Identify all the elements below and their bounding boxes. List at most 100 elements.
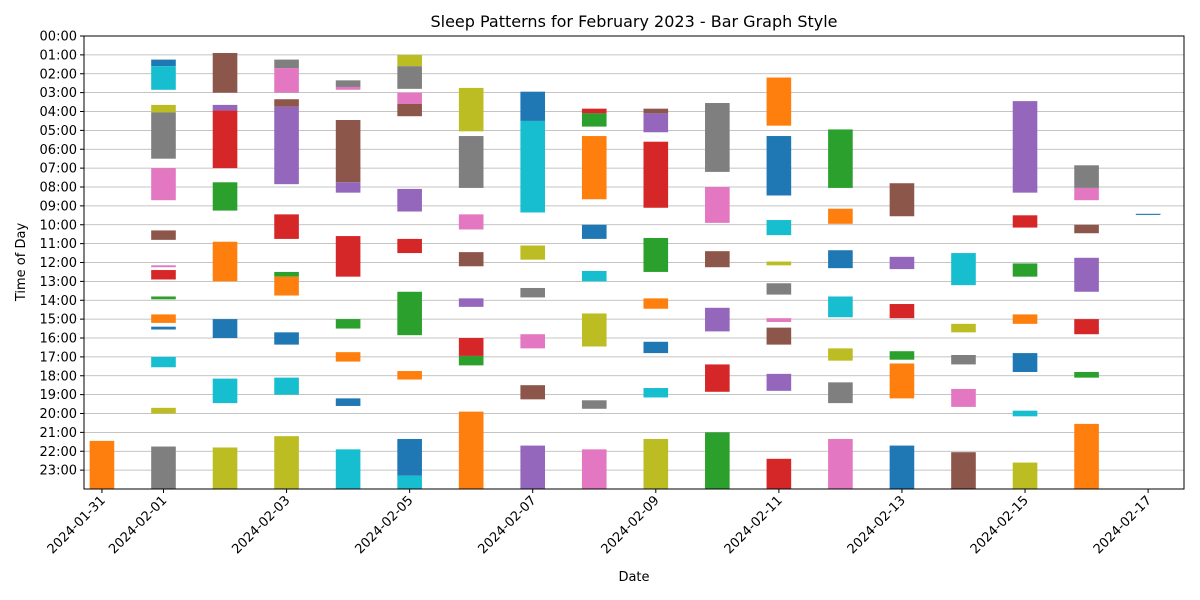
y-tick-label: 04:00 xyxy=(40,105,77,120)
y-tick-label: 23:00 xyxy=(40,464,77,479)
sleep-bar xyxy=(151,104,176,113)
sleep-bar xyxy=(458,298,484,307)
sleep-bar xyxy=(828,250,853,269)
sleep-bar xyxy=(520,385,546,400)
sleep-bar xyxy=(1012,263,1038,277)
sleep-bar xyxy=(151,168,176,201)
sleep-bar xyxy=(889,304,915,319)
x-tick-label: 2024-02-13 xyxy=(845,493,909,557)
sleep-bar xyxy=(458,252,484,267)
sleep-bar xyxy=(1012,215,1038,228)
y-tick-label: 17:00 xyxy=(40,350,77,365)
y-tick-label: 15:00 xyxy=(40,313,77,328)
y-axis: 00:00 01:00 02:00 03:00 04:00 05:00 06:00 07:00… xyxy=(40,30,84,479)
sleep-bar xyxy=(397,291,422,336)
sleep-bar xyxy=(520,445,546,489)
grid-lines xyxy=(84,35,1184,471)
sleep-bar xyxy=(951,354,976,365)
sleep-bar xyxy=(274,271,299,277)
sleep-bar xyxy=(274,99,299,107)
sleep-bar xyxy=(335,449,361,489)
sleep-bar xyxy=(151,356,176,368)
sleep-bar xyxy=(766,261,792,266)
sleep-bar xyxy=(151,296,176,300)
sleep-bar xyxy=(1074,187,1099,201)
sleep-bar xyxy=(766,327,792,345)
x-tick-label: 2024-02-09 xyxy=(599,493,663,557)
sleep-bar xyxy=(705,307,730,332)
x-axis-label: Date xyxy=(618,570,649,585)
sleep-bar xyxy=(274,59,299,69)
y-tick-label: 14:00 xyxy=(40,294,77,309)
sleep-bar xyxy=(1074,319,1099,335)
sleep-bar xyxy=(151,265,176,268)
sleep-bar xyxy=(1074,371,1099,378)
sleep-bar xyxy=(581,113,607,127)
x-tick-label: 2024-02-03 xyxy=(229,493,293,557)
sleep-bar xyxy=(335,398,361,406)
x-tick-label: 2024-02-15 xyxy=(968,493,1032,557)
sleep-bar xyxy=(581,224,607,239)
sleep-bar xyxy=(274,106,299,185)
y-tick-label: 01:00 xyxy=(40,48,77,63)
sleep-bar xyxy=(828,438,853,489)
sleep-bar xyxy=(828,296,853,318)
sleep-bar xyxy=(889,363,915,399)
sleep-bar xyxy=(951,323,976,333)
sleep-bar xyxy=(828,129,853,188)
sleep-bar xyxy=(212,52,238,93)
sleep-bar xyxy=(458,355,484,366)
sleep-bar xyxy=(1012,462,1038,489)
y-tick-label: 10:00 xyxy=(40,218,77,233)
x-tick-label: 2024-02-05 xyxy=(352,493,416,557)
sleep-bar xyxy=(397,103,422,117)
sleep-bar xyxy=(766,283,792,295)
sleep-bar xyxy=(212,182,238,211)
sleep-bar xyxy=(643,113,669,133)
x-tick-label: 2024-02-17 xyxy=(1091,493,1155,557)
sleep-bar xyxy=(151,326,176,330)
sleep-bar xyxy=(212,378,238,404)
sleep-bar xyxy=(889,351,915,360)
sleep-bar xyxy=(643,108,669,114)
sleep-bar xyxy=(951,452,976,489)
sleep-bar xyxy=(581,400,607,409)
sleep-bar xyxy=(643,388,669,398)
sleep-bar xyxy=(335,86,361,90)
sleep-bar xyxy=(766,220,792,236)
sleep-bar xyxy=(705,187,730,223)
sleep-bar xyxy=(458,411,484,489)
y-tick-label: 20:00 xyxy=(40,407,77,422)
y-tick-label: 02:00 xyxy=(40,67,77,82)
sleep-bar xyxy=(335,352,361,362)
sleep-bar xyxy=(212,110,238,169)
sleep-bar xyxy=(1135,213,1161,215)
x-tick-label: 2024-01-31 xyxy=(45,493,109,557)
y-tick-label: 07:00 xyxy=(40,162,77,177)
sleep-bar xyxy=(951,253,976,286)
sleep-bar xyxy=(397,371,422,380)
y-tick-label: 22:00 xyxy=(40,445,77,460)
sleep-bar xyxy=(581,270,607,282)
bars xyxy=(89,52,1161,489)
sleep-bar xyxy=(397,438,422,476)
sleep-bar xyxy=(212,319,238,338)
sleep-bar xyxy=(889,445,915,489)
sleep-bar xyxy=(520,287,546,298)
y-tick-label: 12:00 xyxy=(40,256,77,271)
sleep-bar xyxy=(581,313,607,347)
sleep-bar xyxy=(1012,101,1038,193)
y-tick-label: 16:00 xyxy=(40,332,77,347)
sleep-bar xyxy=(643,237,669,272)
sleep-bar xyxy=(397,238,422,254)
sleep-bar xyxy=(274,214,299,239)
sleep-bar xyxy=(581,136,607,200)
sleep-bar xyxy=(520,334,546,349)
sleep-bar xyxy=(520,91,546,121)
sleep-bar xyxy=(766,318,792,322)
sleep-bar xyxy=(274,68,299,93)
sleep-bar xyxy=(520,245,546,260)
sleep-bar xyxy=(828,382,853,404)
sleep-bar xyxy=(274,332,299,345)
